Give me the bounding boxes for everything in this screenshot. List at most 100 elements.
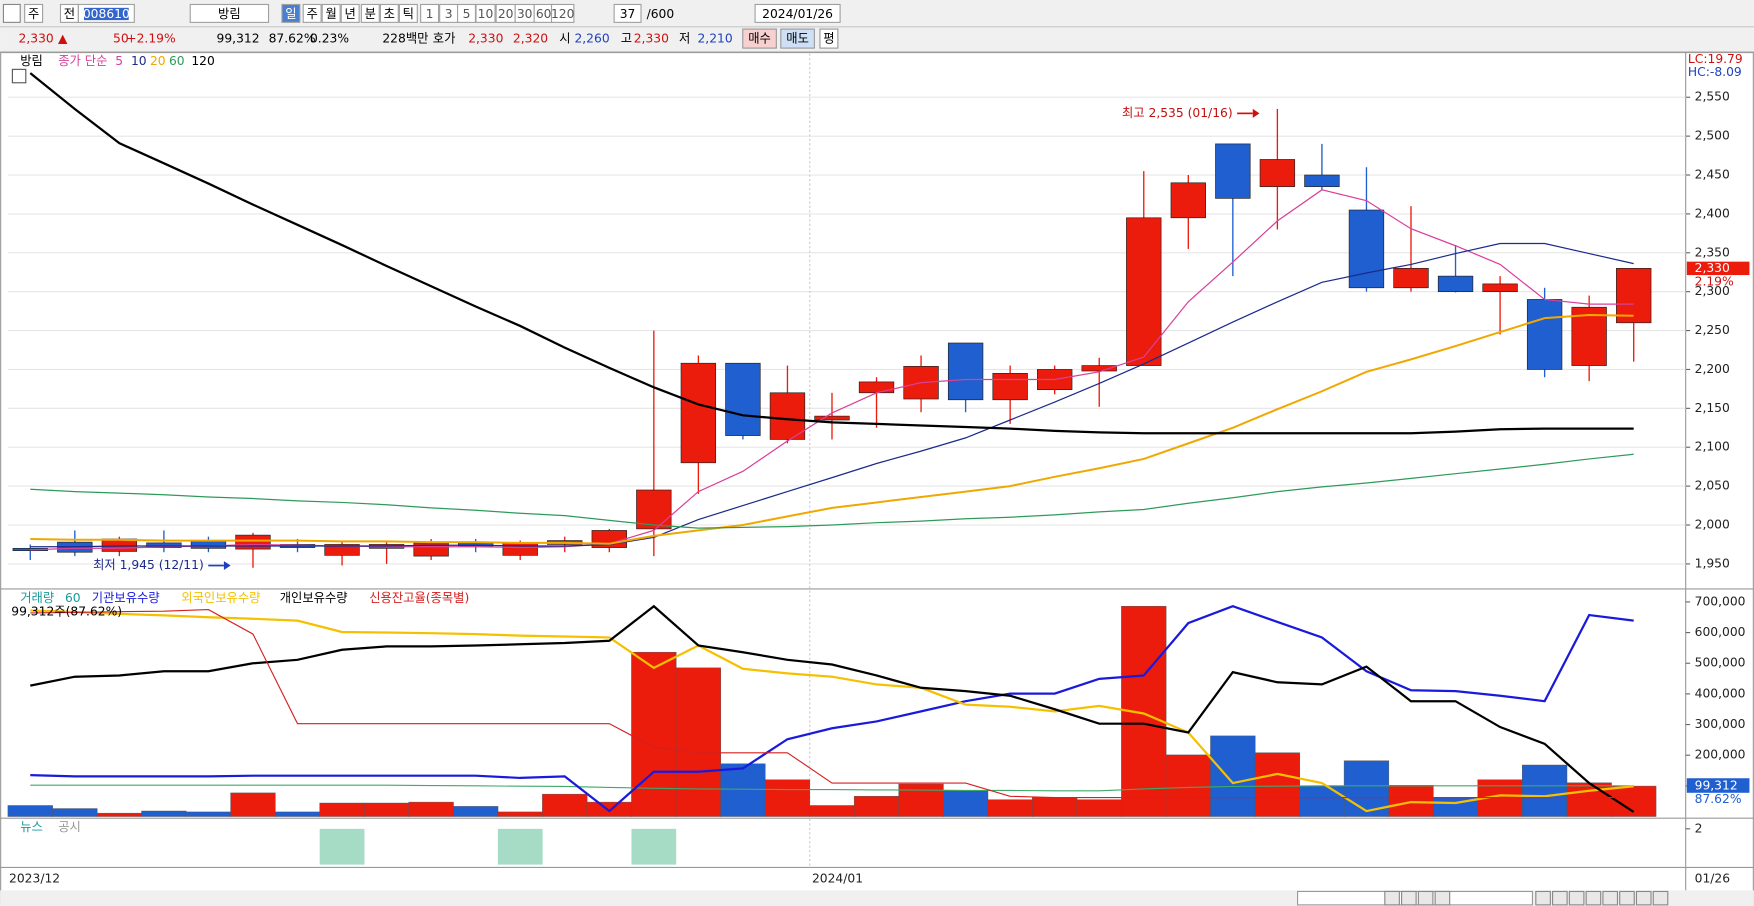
- toolbar-button[interactable]: [321, 3, 341, 23]
- bar: [141, 810, 187, 817]
- toolbar-button[interactable]: [398, 3, 418, 23]
- zoom-button[interactable]: [1602, 890, 1619, 906]
- quote-label: 저: [679, 32, 690, 46]
- toolbar-label: 10: [478, 7, 494, 21]
- candle-body: [1393, 268, 1429, 289]
- bar: [453, 806, 499, 817]
- overlay-line: [30, 609, 1634, 813]
- toolbar-button[interactable]: [189, 3, 270, 23]
- scroll-button[interactable]: [1417, 890, 1434, 906]
- y-tick-label: 2,200: [1695, 362, 1730, 376]
- candle-body: [680, 362, 717, 464]
- toolbar-button[interactable]: [475, 3, 496, 23]
- bar: [631, 651, 677, 817]
- bar: [230, 792, 276, 817]
- candle-body: [1304, 174, 1340, 188]
- y-tick-label: 2,250: [1695, 323, 1730, 337]
- y-tick-label: 500,000: [1695, 656, 1746, 670]
- overlay-line: [30, 604, 1635, 813]
- moving-average-line: [30, 242, 1634, 548]
- quote-label: 99,312: [217, 32, 260, 46]
- toolbar-label: 30: [517, 7, 533, 21]
- order-button[interactable]: [819, 28, 839, 49]
- annotation-arrowhead: [1252, 108, 1260, 118]
- zoom-button[interactable]: [1652, 890, 1669, 906]
- window-icon[interactable]: [2, 3, 21, 23]
- moving-average-line: [30, 189, 1634, 551]
- candle-body: [858, 381, 895, 394]
- toolbar-label: 년: [345, 7, 356, 21]
- high-annotation: 최고 2,535 (01/16): [1122, 106, 1233, 120]
- candle-body: [1259, 159, 1296, 188]
- toolbar-label: 일: [285, 7, 296, 21]
- moving-average-line: [29, 72, 1634, 435]
- quote-label: 호가: [433, 32, 456, 46]
- moving-average-line: [30, 313, 1634, 545]
- zoom-button[interactable]: [1568, 890, 1585, 906]
- y-tick-label: 200,000: [1695, 748, 1746, 762]
- bar: [7, 805, 53, 817]
- bar: [185, 811, 232, 817]
- quote-label: ▲: [58, 32, 68, 46]
- toolbar-button[interactable]: [24, 3, 44, 23]
- order-button[interactable]: [780, 28, 815, 49]
- bar: [497, 828, 543, 865]
- toolbar-button[interactable]: [550, 3, 575, 23]
- y-tick-label: 2,500: [1695, 129, 1730, 143]
- last-volume-box: [1686, 778, 1750, 793]
- quote-label: 시: [559, 32, 570, 46]
- toolbar-button[interactable]: [360, 3, 380, 23]
- order-button[interactable]: [742, 28, 777, 49]
- toolbar-button[interactable]: [340, 3, 360, 23]
- bar: [274, 811, 321, 817]
- zoom-button[interactable]: [1635, 890, 1652, 906]
- candle-body: [636, 489, 672, 530]
- volume-label: 거래량: [20, 591, 54, 605]
- quote-label: 평: [823, 32, 834, 46]
- legend-entry: 외국인보유수량: [181, 591, 260, 605]
- candle-body: [324, 544, 360, 556]
- candle-body: [947, 342, 984, 401]
- toolbar-button[interactable]: [379, 3, 399, 23]
- x-axis-label: 2024/01: [812, 872, 863, 886]
- bar: [1299, 785, 1345, 817]
- toolbar-label: 주: [306, 7, 317, 21]
- bar: [675, 667, 721, 817]
- table-icon[interactable]: [11, 68, 27, 84]
- bar: [987, 799, 1033, 817]
- quote-label: 2,330: [468, 32, 503, 46]
- last-price-box: [1686, 261, 1750, 276]
- zoom-button[interactable]: [1585, 890, 1602, 906]
- y-tick-label: 2,100: [1695, 440, 1730, 454]
- toolbar-button[interactable]: [754, 3, 841, 23]
- zoom-button[interactable]: [1535, 890, 1551, 906]
- code-highlight: [83, 7, 129, 21]
- zoom-button[interactable]: [1619, 890, 1635, 906]
- y-tick-label: 2,350: [1695, 245, 1730, 259]
- bar: [96, 812, 142, 817]
- overlay-line: [30, 605, 1634, 813]
- y-tick-label: 700,000: [1695, 594, 1746, 608]
- legend-entry: 120: [191, 54, 214, 68]
- bar: [408, 801, 454, 817]
- zoom-button[interactable]: [1552, 890, 1568, 906]
- toolbar-button[interactable]: [302, 3, 322, 23]
- scroll-button[interactable]: [1434, 890, 1451, 906]
- bar: [52, 808, 98, 817]
- candle-body: [1571, 306, 1607, 366]
- legend-entry: 뉴스: [20, 820, 43, 834]
- candle-body: [1437, 275, 1474, 293]
- toolbar-button[interactable]: [420, 3, 440, 23]
- toolbar-label: 60: [536, 7, 552, 21]
- scroll-button[interactable]: [1384, 890, 1400, 906]
- toolbar-button[interactable]: [613, 3, 642, 23]
- candle-body: [1482, 283, 1518, 293]
- legend-entry: 신용잔고율(종목별): [369, 591, 469, 605]
- scroll-button[interactable]: [1401, 890, 1417, 906]
- toolbar-button[interactable]: [281, 3, 301, 23]
- toolbar-label: 5: [463, 7, 471, 21]
- candle-body: [725, 362, 761, 436]
- volume-info: 99,312주(87.62%): [11, 604, 122, 618]
- toolbar-label: 37: [620, 7, 636, 21]
- y-tick-label: 2,550: [1695, 90, 1730, 104]
